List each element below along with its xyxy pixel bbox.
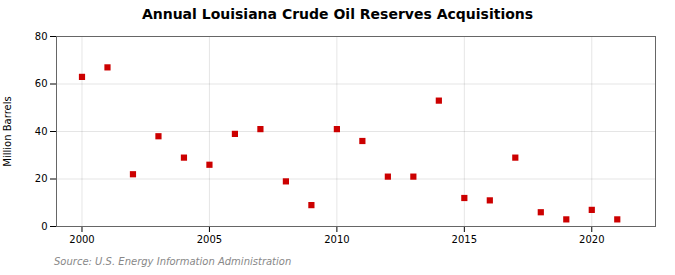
svg-text:60: 60 — [35, 78, 48, 89]
svg-text:2020: 2020 — [579, 234, 604, 245]
svg-text:2015: 2015 — [452, 234, 477, 245]
html-text:Annual Louisiana Crude Oil Res: Annual Louisiana Crude Oil Reserves Acqu… — [141, 6, 534, 22]
svg-text:Million Barrels: Million Barrels — [2, 96, 13, 166]
html-text:Source: U.S. Energy Informatio: Source: U.S. Energy Information Administ… — [54, 256, 292, 267]
svg-text:2010: 2010 — [324, 234, 349, 245]
svg-text:0: 0 — [41, 221, 47, 232]
svg-text:2005: 2005 — [197, 234, 222, 245]
svg-text:2000: 2000 — [69, 234, 94, 245]
svg-text:40: 40 — [35, 126, 48, 137]
svg-text:80: 80 — [35, 31, 48, 42]
svg-text:20: 20 — [35, 173, 48, 184]
